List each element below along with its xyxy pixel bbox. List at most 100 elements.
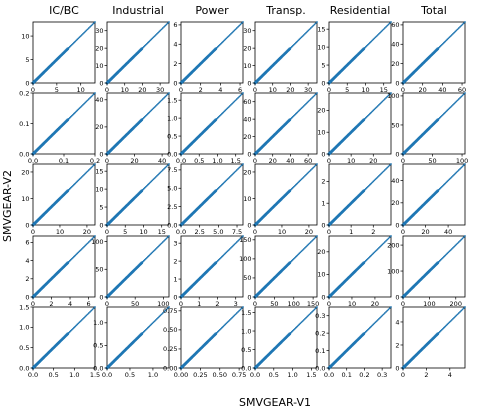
- data-point: [447, 251, 450, 254]
- x-tick-label: 0: [327, 86, 331, 94]
- y-tick-label: 20: [391, 60, 399, 68]
- data-point: [311, 96, 313, 99]
- x-tick-label: 200: [450, 300, 462, 308]
- data-point: [152, 321, 155, 324]
- scatter-panel: 0 50 100 0 50 100: [91, 235, 170, 308]
- data-point: [78, 321, 81, 324]
- data-point: [239, 23, 242, 26]
- data-point: [386, 24, 389, 27]
- data-point: [308, 242, 311, 245]
- x-tick-label: 15: [380, 86, 388, 94]
- x-tick-label: 10: [278, 228, 286, 236]
- data-point: [454, 315, 457, 318]
- data-point: [163, 25, 165, 28]
- data-point: [234, 28, 237, 31]
- data-point: [448, 36, 451, 39]
- data-point: [460, 166, 463, 169]
- data-point: [77, 322, 80, 325]
- data-point: [456, 99, 459, 102]
- data-point: [86, 28, 89, 31]
- y-tick-label: 2: [25, 275, 29, 283]
- data-point: [385, 239, 387, 242]
- panel-frame: [402, 92, 466, 155]
- y-tick-label: 40: [95, 96, 103, 104]
- data-point: [232, 244, 235, 247]
- y-tick-label: 0.0: [241, 364, 251, 372]
- data-point: [150, 180, 153, 183]
- data-point: [83, 316, 85, 319]
- data-point: [298, 38, 301, 41]
- column-title: Industrial: [112, 4, 164, 17]
- panel-frame: [254, 92, 318, 155]
- data-point: [460, 24, 463, 27]
- data-point: [151, 251, 154, 254]
- data-point: [228, 105, 231, 107]
- x-tick-label: 0.3: [377, 371, 387, 379]
- data-point: [300, 107, 303, 110]
- data-point: [83, 173, 85, 176]
- y-tick-label: 10: [21, 32, 29, 40]
- data-point: [85, 29, 88, 32]
- y-tick-label: 0.1: [315, 347, 325, 355]
- data-point: [311, 239, 313, 242]
- y-tick-label: 40: [243, 115, 251, 123]
- data-point: [149, 181, 152, 184]
- data-point: [77, 108, 80, 111]
- x-tick-label: 0.5: [48, 371, 58, 379]
- data-point: [154, 105, 157, 107]
- data-point: [301, 177, 304, 180]
- data-point: [78, 107, 81, 110]
- data-point: [242, 92, 244, 94]
- data-point: [240, 236, 243, 239]
- data-point: [160, 28, 163, 31]
- data-point: [156, 32, 158, 35]
- y-tick-label: 0.25: [163, 345, 177, 353]
- data-point: [464, 235, 466, 237]
- data-point: [316, 306, 318, 308]
- y-tick-label: 0.0: [19, 364, 29, 372]
- data-point: [381, 243, 384, 246]
- data-point: [158, 30, 161, 33]
- x-tick-label: 100: [423, 300, 435, 308]
- data-point: [390, 235, 392, 237]
- x-tick-label: 0: [31, 300, 35, 308]
- data-point: [152, 250, 155, 253]
- x-tick-label: 2: [199, 86, 203, 94]
- data-point: [462, 307, 465, 310]
- panel-frame: [328, 92, 392, 155]
- scatter-panel: 0.00 0.25 0.50 0.75 0.00 0.25 0.50 0.75: [163, 306, 246, 379]
- data-point: [314, 164, 317, 167]
- panel-frame: [106, 163, 170, 226]
- x-tick-label: 10: [77, 86, 85, 94]
- data-point: [90, 166, 93, 169]
- y-tick-label: 5: [99, 203, 103, 211]
- data-point: [455, 100, 458, 103]
- x-tick-label: 20: [130, 157, 138, 165]
- data-point: [166, 93, 169, 96]
- data-point: [461, 237, 464, 240]
- scatter-panel: 0.0 0.5 1.0 1.50.00.51.01.5: [19, 303, 100, 379]
- y-tick-label: 20: [317, 107, 325, 115]
- data-point: [455, 29, 458, 32]
- data-point: [373, 37, 376, 40]
- panel-frame: [402, 235, 466, 298]
- data-point: [226, 107, 229, 110]
- data-point: [371, 181, 374, 184]
- data-point: [154, 176, 157, 178]
- data-point: [168, 163, 170, 165]
- data-point: [311, 25, 313, 28]
- data-point: [371, 39, 374, 42]
- data-point: [449, 106, 452, 109]
- data-point: [238, 309, 241, 312]
- x-tick-label: 10: [361, 86, 369, 94]
- data-point: [168, 306, 170, 308]
- y-tick-label: 20: [317, 248, 325, 256]
- data-point: [312, 309, 315, 312]
- x-tick-label: 0: [401, 371, 405, 379]
- data-point: [232, 172, 235, 175]
- data-point: [302, 176, 305, 178]
- panel-frame: [32, 235, 96, 298]
- data-point: [450, 34, 453, 36]
- scatter-panel: 0 100 200 0 100 200: [387, 235, 466, 308]
